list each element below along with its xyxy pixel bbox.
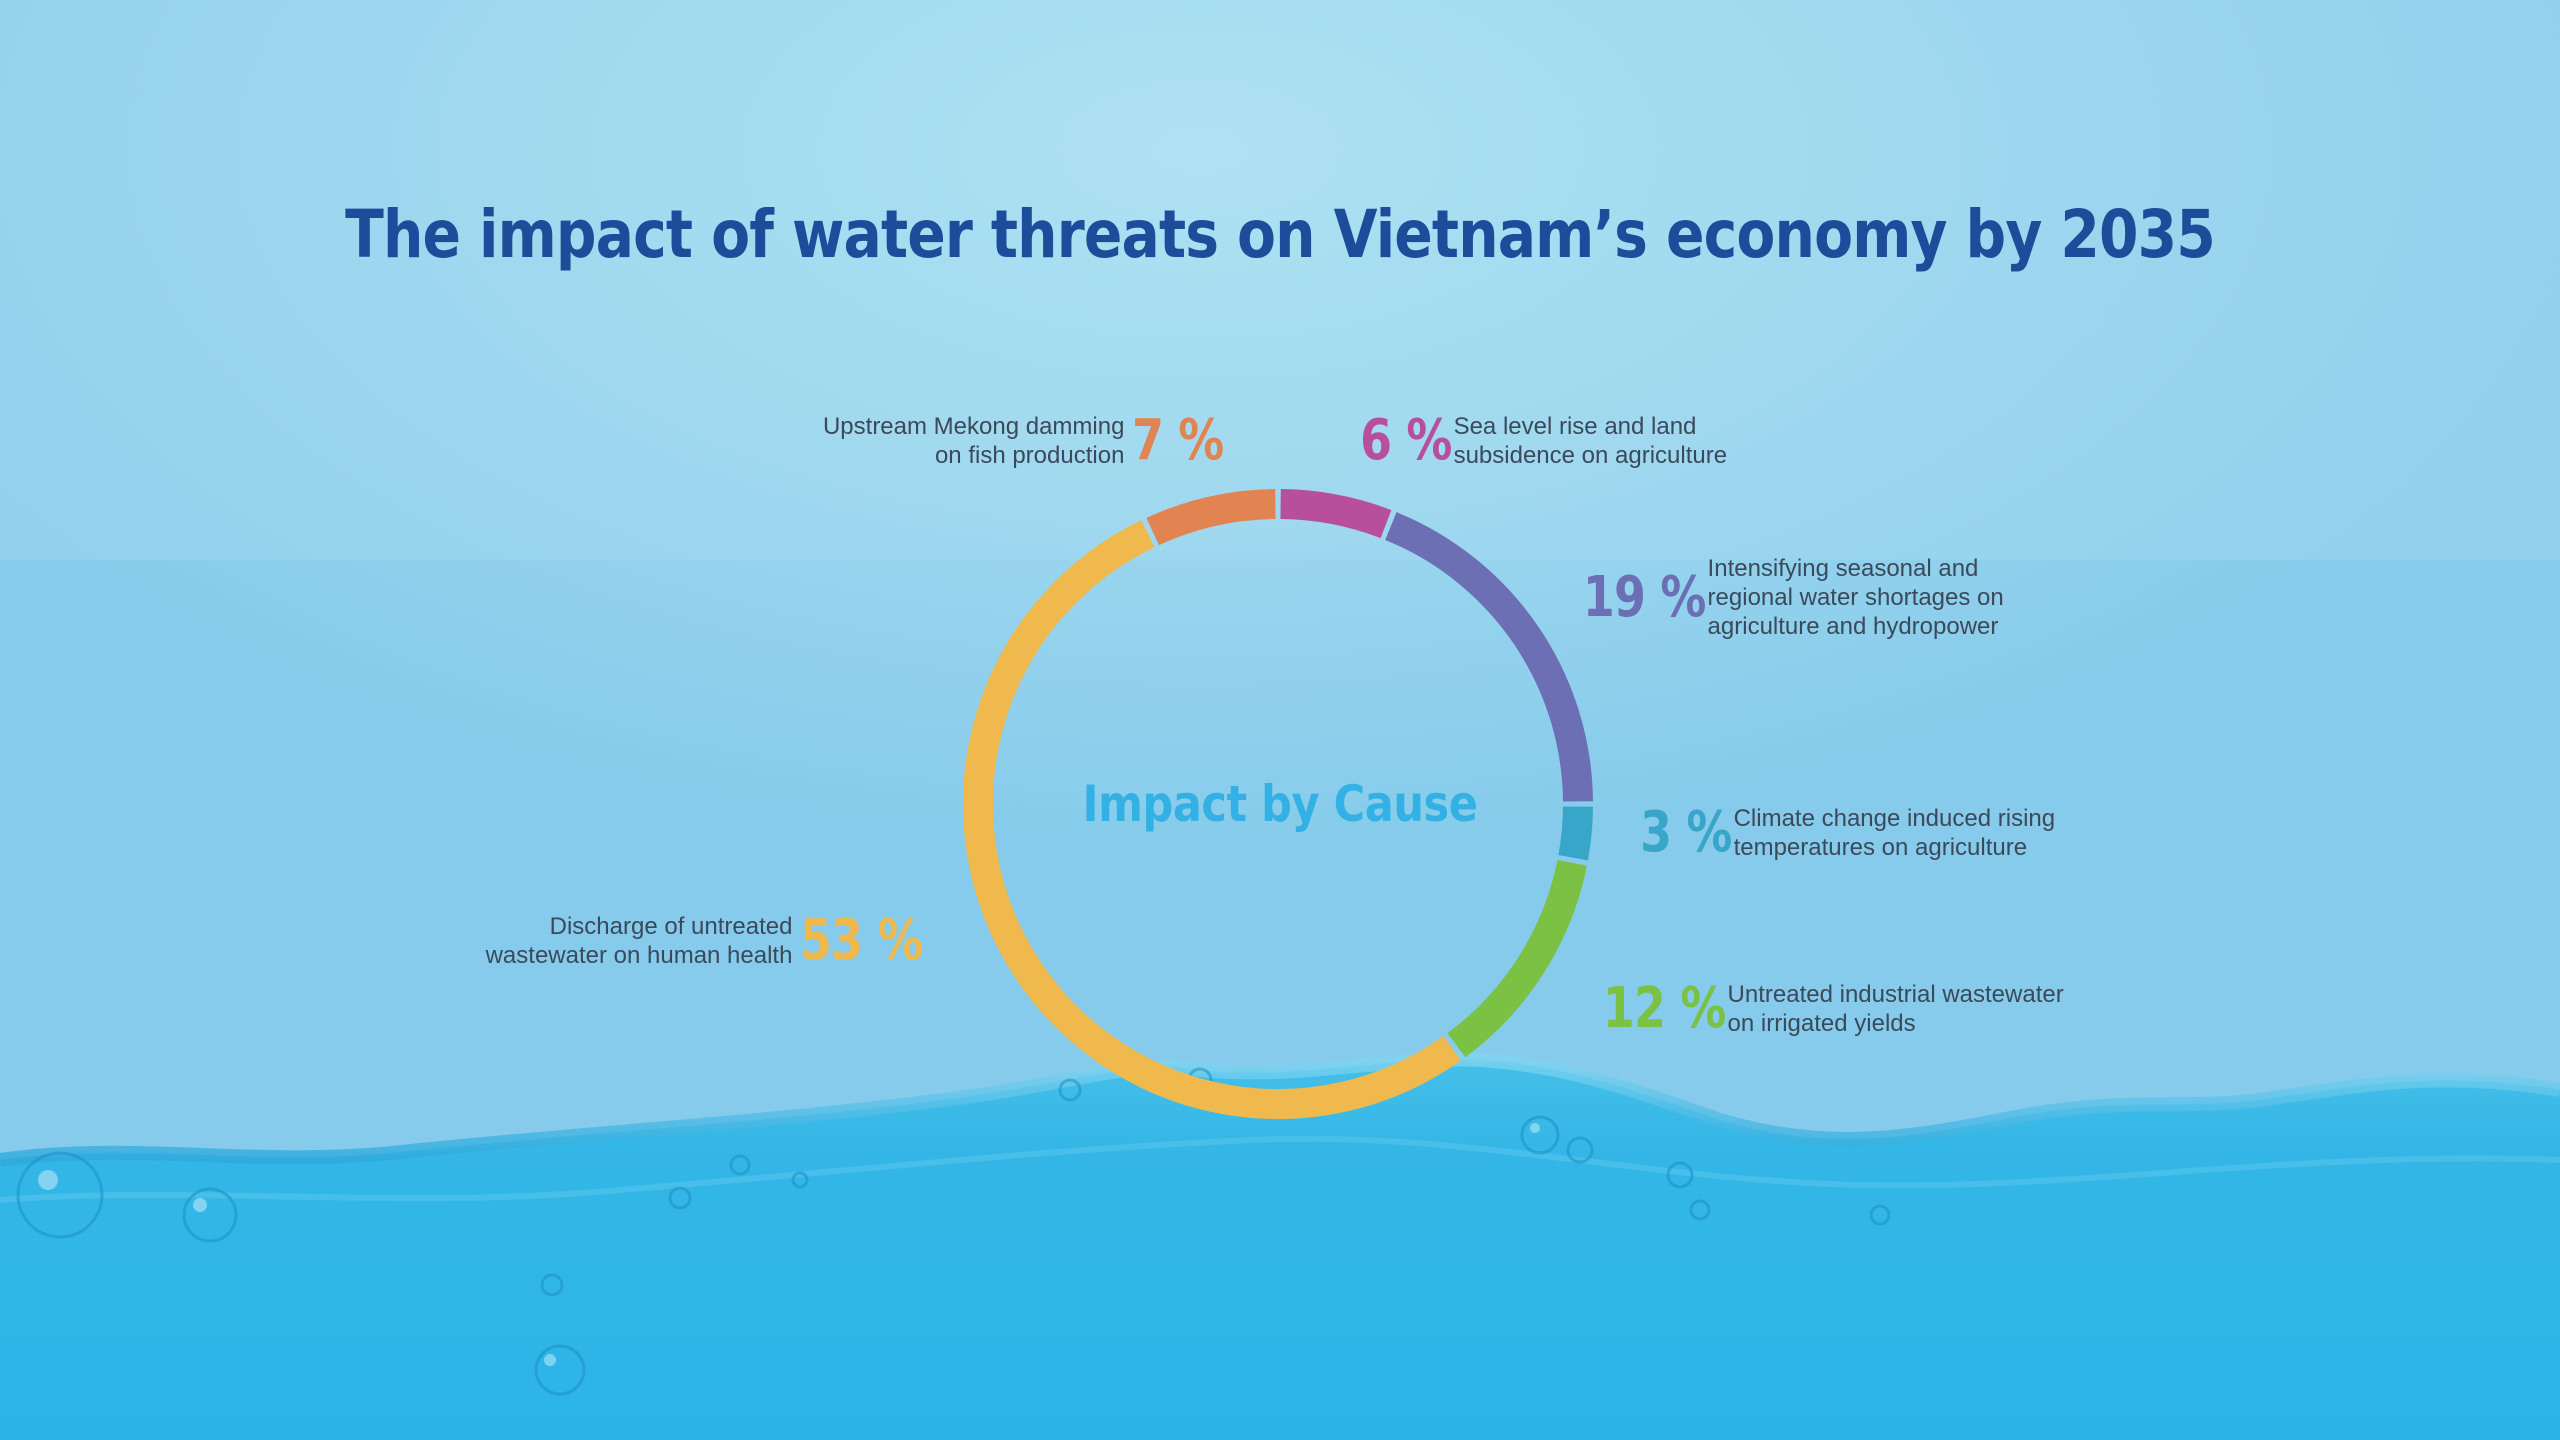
donut-slice-1: [1385, 512, 1593, 802]
slice-category-label: Discharge of untreated wastewater on huma…: [486, 912, 793, 970]
callout-4: Discharge of untreated wastewater on huma…: [486, 912, 950, 970]
slice-label-line: temperatures on agriculture: [1733, 834, 2028, 861]
slice-category-label: Untreated industrial wastewater on irriga…: [1728, 980, 2064, 1038]
slice-value-label: 53 %: [800, 908, 924, 973]
slice-label-line: agriculture and hydropower: [1707, 613, 1999, 640]
slice-value-label: 7 %: [1132, 408, 1224, 473]
slice-label-line: on fish production: [934, 442, 1125, 469]
donut-chart: [963, 489, 1593, 1120]
slice-value-label: 19 %: [1582, 564, 1706, 630]
donut-slice-0: [1280, 489, 1392, 539]
slice-label-line: Intensifying seasonal and: [1707, 555, 1979, 582]
slice-label-line: regional water shortages on: [1707, 584, 2004, 611]
slice-label-line: on irrigated yields: [1727, 1010, 1916, 1037]
slice-value-label: 6 %: [1360, 408, 1452, 473]
donut-slice-3: [1447, 859, 1587, 1058]
donut-slice-5: [1146, 489, 1276, 546]
donut-slice-4: [963, 520, 1461, 1120]
slice-label-line: Sea level rise and land: [1453, 413, 1697, 440]
callout-5: Upstream Mekong damming on fish productio…: [823, 412, 1244, 470]
callout-1: 19 % Intensifying seasonal and regional wa…: [1556, 554, 2004, 641]
slice-label-line: wastewater on human health: [485, 942, 793, 969]
slice-value-label: 3 %: [1640, 800, 1732, 865]
slice-label-line: Upstream Mekong damming: [822, 413, 1125, 440]
slice-category-label: Sea level rise and land subsidence on agr…: [1454, 412, 1728, 470]
slice-category-label: Climate change induced rising temperature…: [1734, 804, 2056, 862]
upper-sky-band: [0, 0, 2560, 560]
slice-category-label: Intensifying seasonal and regional water …: [1708, 554, 2004, 641]
donut-slice-2: [1558, 806, 1593, 861]
slice-label-line: Discharge of untreated: [549, 913, 793, 940]
chart-title: The impact of water threats on Vietnam’s…: [345, 196, 2216, 273]
donut-center-label: Impact by Cause: [1082, 775, 1478, 833]
slice-category-label: Upstream Mekong damming on fish productio…: [823, 412, 1124, 470]
callout-3: 12 % Untreated industrial wastewater on ir…: [1576, 980, 2064, 1038]
slice-label-line: Climate change induced rising: [1733, 805, 2056, 832]
slice-label-line: subsidence on agriculture: [1453, 442, 1728, 469]
callout-2: 3 % Climate change induced rising temperat…: [1620, 804, 2055, 862]
callout-0: 6 % Sea level rise and land subsidence on …: [1340, 412, 1727, 470]
slice-value-label: 12 %: [1602, 976, 1726, 1041]
slice-label-line: Untreated industrial wastewater: [1727, 981, 2064, 1008]
